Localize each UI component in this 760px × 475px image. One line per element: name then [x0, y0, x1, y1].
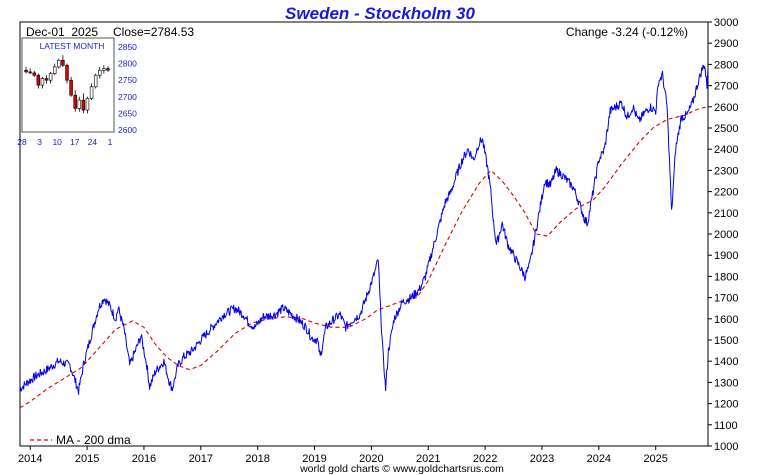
y-tick-label: 1000 — [714, 441, 738, 453]
y-tick-label: 3000 — [714, 17, 738, 29]
inset-candle-body — [81, 99, 86, 111]
x-tick-label: 2017 — [189, 453, 213, 465]
inset-candle-body — [65, 64, 69, 81]
y-tick-label: 2800 — [714, 59, 738, 71]
price-line — [19, 64, 709, 395]
y-tick-label: 2500 — [714, 123, 738, 135]
y-tick-label: 1100 — [714, 420, 738, 432]
x-tick-label: 2016 — [132, 453, 156, 465]
y-tick-label: 1200 — [714, 399, 738, 411]
inset-x-tick-label: 3 — [37, 137, 42, 147]
x-tick-label: 2021 — [416, 453, 440, 465]
inset-candle-body — [28, 71, 32, 74]
inset-x-tick-label: 1 — [108, 137, 113, 147]
inset-candle-body — [102, 68, 106, 71]
close-label: Close=2784.53 — [113, 25, 194, 39]
y-tick-label: 2600 — [714, 102, 738, 114]
y-tick-label: 1500 — [714, 335, 738, 347]
ma-200-line — [19, 106, 709, 409]
x-tick-label: 2020 — [359, 453, 383, 465]
x-tick-label: 2023 — [530, 453, 554, 465]
credit-text: world gold charts © www.goldchartsrus.co… — [299, 463, 504, 475]
y-tick-label: 1300 — [714, 377, 738, 389]
y-tick-label: 2700 — [714, 81, 738, 93]
x-tick-label: 2024 — [587, 453, 611, 465]
y-tick-label: 1400 — [714, 356, 738, 368]
y-tick-label: 2300 — [714, 165, 738, 177]
inset-title: LATEST MONTH — [40, 41, 105, 51]
inset-candle-body — [98, 69, 102, 76]
inset-candles — [24, 55, 110, 114]
y-tick-label: 1900 — [714, 250, 738, 262]
inset-candle-body — [93, 74, 98, 88]
inset-candle-body — [61, 59, 65, 66]
inset-candle-body — [44, 78, 49, 81]
latest-month-inset: LATEST MONTH 2600 2650 2700 2750 2800 2850 28… — [17, 37, 137, 147]
x-tick-label: 2015 — [75, 453, 99, 465]
y-tick-label: 2400 — [714, 144, 738, 156]
x-tick-label: 2019 — [302, 453, 326, 465]
x-tick-label: 2025 — [643, 453, 667, 465]
inset-candle-body — [89, 86, 94, 99]
inset-y-tick-label: 2650 — [118, 108, 137, 118]
inset-x-tick-label: 17 — [70, 137, 80, 147]
inset-candle-body — [52, 66, 57, 74]
inset-candle-body — [48, 73, 53, 81]
inset-x-tick-label: 10 — [52, 137, 62, 147]
y-tick-label: 1700 — [714, 293, 738, 305]
inset-y-tick-label: 2850 — [118, 42, 137, 52]
inset-frame — [21, 37, 115, 133]
change-label: Change -3.24 (-0.12%) — [566, 25, 688, 39]
x-tick-label: 2014 — [18, 453, 42, 465]
chart-title: Sweden - Stockholm 30 — [285, 4, 475, 23]
inset-x-tick-label: 24 — [88, 137, 98, 147]
y-axis: 1000 1100 1200 1300 1400 1500 1600 1700 1800 1900… — [708, 17, 738, 453]
inset-candle-body — [57, 59, 61, 68]
inset-candle-body — [73, 94, 77, 109]
inset-x-tick-label: 28 — [17, 137, 27, 147]
inset-candle-body — [69, 79, 73, 96]
inset-y-tick-label: 2750 — [118, 75, 137, 85]
x-axis: 2014 2015 2016 2017 2018 2019 2020 2021 2022 2023… — [18, 446, 668, 465]
inset-y-tick-label: 2600 — [118, 125, 137, 135]
y-tick-label: 2000 — [714, 229, 738, 241]
y-tick-label: 2900 — [714, 38, 738, 50]
inset-y-tick-label: 2700 — [118, 92, 137, 102]
y-tick-label: 1600 — [714, 314, 738, 326]
inset-candle-body — [106, 68, 110, 71]
date-label: Dec-01 2025 — [26, 25, 98, 39]
inset-x-axis: 28 3 10 17 24 1 — [17, 137, 112, 147]
inset-y-tick-label: 2800 — [118, 59, 137, 69]
inset-candle-body — [24, 69, 28, 73]
inset-y-axis: 2600 2650 2700 2750 2800 2850 — [118, 42, 137, 135]
y-tick-label: 2100 — [714, 208, 738, 220]
inset-candle-body — [32, 72, 36, 76]
inset-candle-body — [77, 99, 82, 109]
plot-frame — [19, 21, 709, 447]
inset-candle-body — [85, 98, 90, 111]
inset-candle-body — [36, 74, 41, 86]
y-tick-label: 2200 — [714, 187, 738, 199]
legend-ma-label: MA - 200 dma — [56, 433, 131, 447]
y-tick-label: 1800 — [714, 271, 738, 283]
x-tick-label: 2022 — [473, 453, 497, 465]
inset-candle-body — [40, 78, 45, 86]
x-tick-label: 2018 — [245, 453, 269, 465]
legend: MA - 200 dma — [30, 433, 131, 447]
